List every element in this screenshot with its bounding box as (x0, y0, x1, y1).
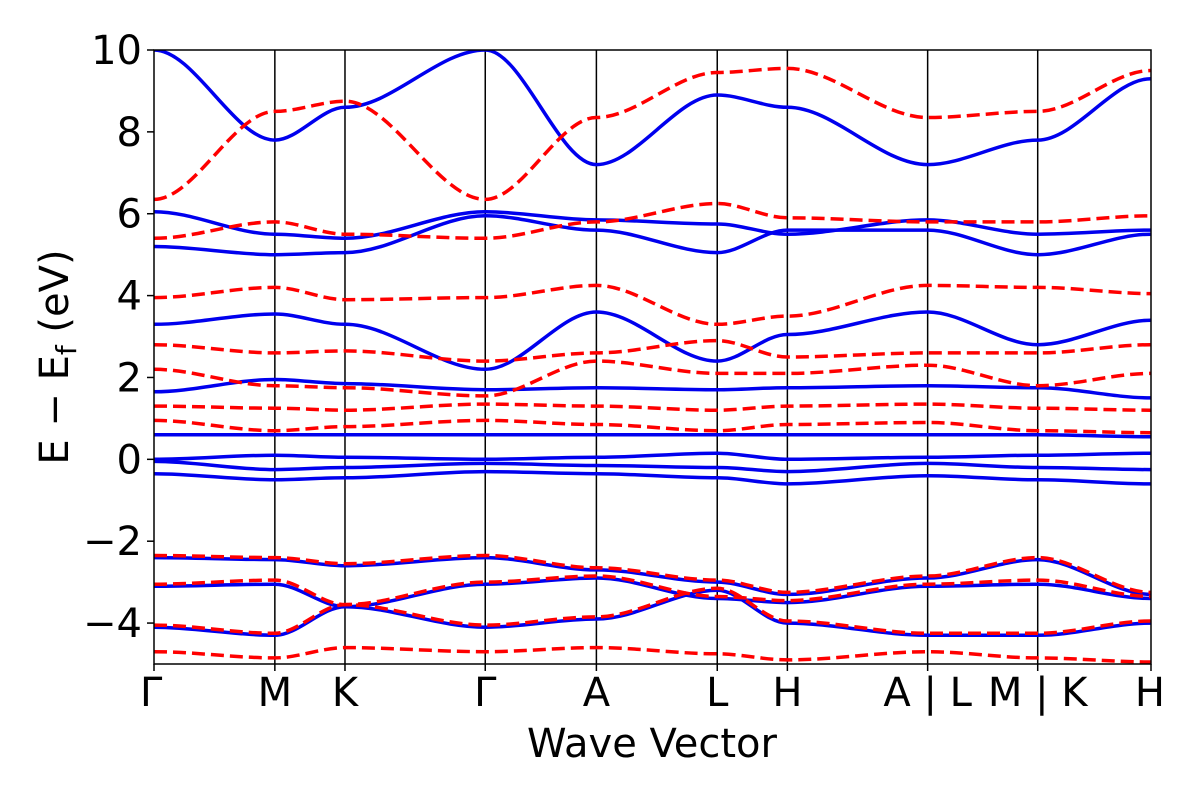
y-tick-label-5: 6 (117, 192, 142, 238)
y-tick-label-3: 2 (117, 355, 142, 401)
dashed-band-8 (154, 574, 1151, 607)
x-symmetry-label-4: A (583, 670, 611, 716)
dashed-band-3 (154, 338, 1151, 363)
x-symmetry-label-9: H (1135, 670, 1165, 716)
y-tick-label-2: 0 (117, 437, 142, 483)
x-symmetry-label-6: H (772, 670, 802, 716)
dashed-band-0 (154, 418, 1151, 435)
dashed-band-1 (154, 402, 1151, 412)
dashed-band-6 (154, 66, 1151, 202)
x-symmetry-label-0: Γ (140, 670, 163, 716)
y-axis-title-main: E − E (32, 355, 78, 465)
solid-band-7 (154, 209, 1151, 241)
dashed-band-series (154, 66, 1151, 664)
y-axis-title: E − Ef (eV) (32, 249, 83, 464)
y-axis-title-subscript: f (50, 344, 83, 355)
dashed-band-10 (154, 645, 1151, 664)
dashed-band-7 (154, 553, 1151, 595)
solid-band-2 (154, 451, 1151, 462)
y-tick-label-4: 4 (117, 274, 142, 320)
solid-band-3 (154, 433, 1151, 439)
solid-band-1 (154, 459, 1151, 474)
solid-band-4 (154, 377, 1151, 400)
x-symmetry-label-8: M | K (988, 670, 1089, 716)
x-symmetry-label-1: M (258, 670, 293, 716)
solid-band-9 (154, 555, 1151, 597)
y-tick-label-6: 8 (117, 110, 142, 156)
plot-frame (153, 49, 1152, 665)
solid-band-10 (154, 576, 1151, 609)
solid-band-8 (154, 50, 1151, 167)
x-symmetry-label-7: A | L (883, 670, 972, 716)
x-symmetry-label-5: L (706, 670, 729, 716)
dashed-band-9 (154, 586, 1151, 636)
x-axis-title: Wave Vector (527, 721, 778, 767)
x-symmetry-label-2: K (332, 670, 360, 716)
solid-band-series (154, 50, 1151, 638)
solid-band-0 (154, 469, 1151, 486)
y-axis-ticks: −4 −2 0 2 4 6 8 10 (83, 28, 154, 647)
dashed-band-2 (154, 359, 1151, 398)
dashed-band-4 (154, 283, 1151, 327)
y-tick-label-7: 10 (91, 28, 142, 74)
y-tick-label-1: −2 (83, 519, 142, 565)
y-axis-title-unit: (eV) (32, 249, 78, 345)
dashed-band-5 (154, 201, 1151, 241)
solid-band-6 (154, 214, 1151, 257)
solid-band-5 (154, 310, 1151, 372)
bands-group (154, 50, 1151, 664)
y-tick-label-0: −4 (83, 601, 142, 647)
x-symmetry-label-3: Γ (474, 670, 497, 716)
